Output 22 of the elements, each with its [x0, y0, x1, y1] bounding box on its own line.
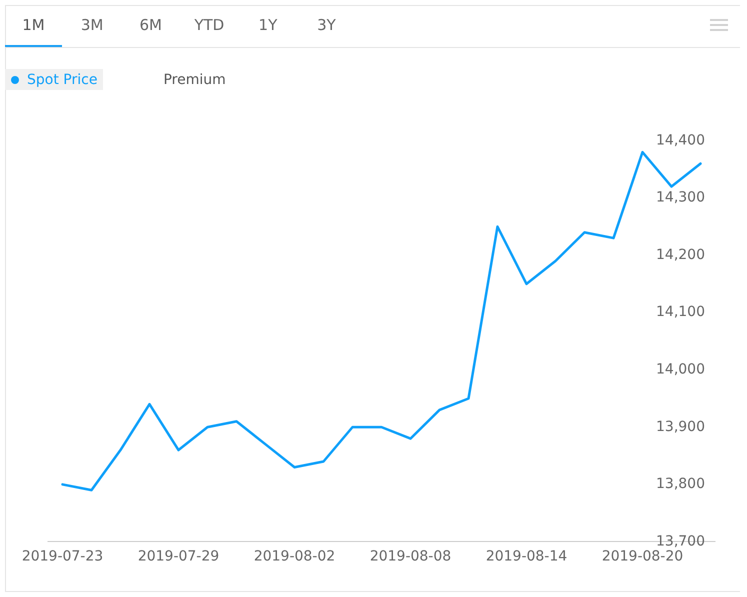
y-tick-label: 14,400 [656, 132, 705, 148]
y-tick-label: 13,900 [656, 418, 705, 435]
text: 3M [80, 15, 104, 36]
x-tick-label: 2019-08-08 [370, 548, 452, 565]
y-tick-label: 14,100 [656, 304, 705, 320]
y-tick-label: 13,700 [656, 533, 705, 550]
x-tick-label: 2019-07-29 [138, 548, 220, 565]
y-tick-label: 14,200 [656, 246, 705, 263]
text: YTD [193, 15, 226, 36]
x-tick-label: 2019-07-23 [22, 548, 104, 565]
text: 1Y [258, 15, 278, 36]
y-tick-label: 14,000 [656, 361, 705, 378]
y-tick-label: 14,300 [656, 190, 705, 206]
y-tick-label: 13,800 [656, 476, 705, 492]
text: 3Y [316, 15, 337, 36]
legend-label: Spot Price [27, 72, 98, 88]
x-tick-label: 2019-08-14 [486, 548, 568, 565]
text: 1M [5, 5, 62, 47]
text: 6M [138, 15, 163, 36]
x-tick-label: 2019-08-20 [602, 548, 684, 565]
x-tick-label: 2019-08-02 [254, 548, 336, 565]
text: Premium [163, 72, 226, 88]
